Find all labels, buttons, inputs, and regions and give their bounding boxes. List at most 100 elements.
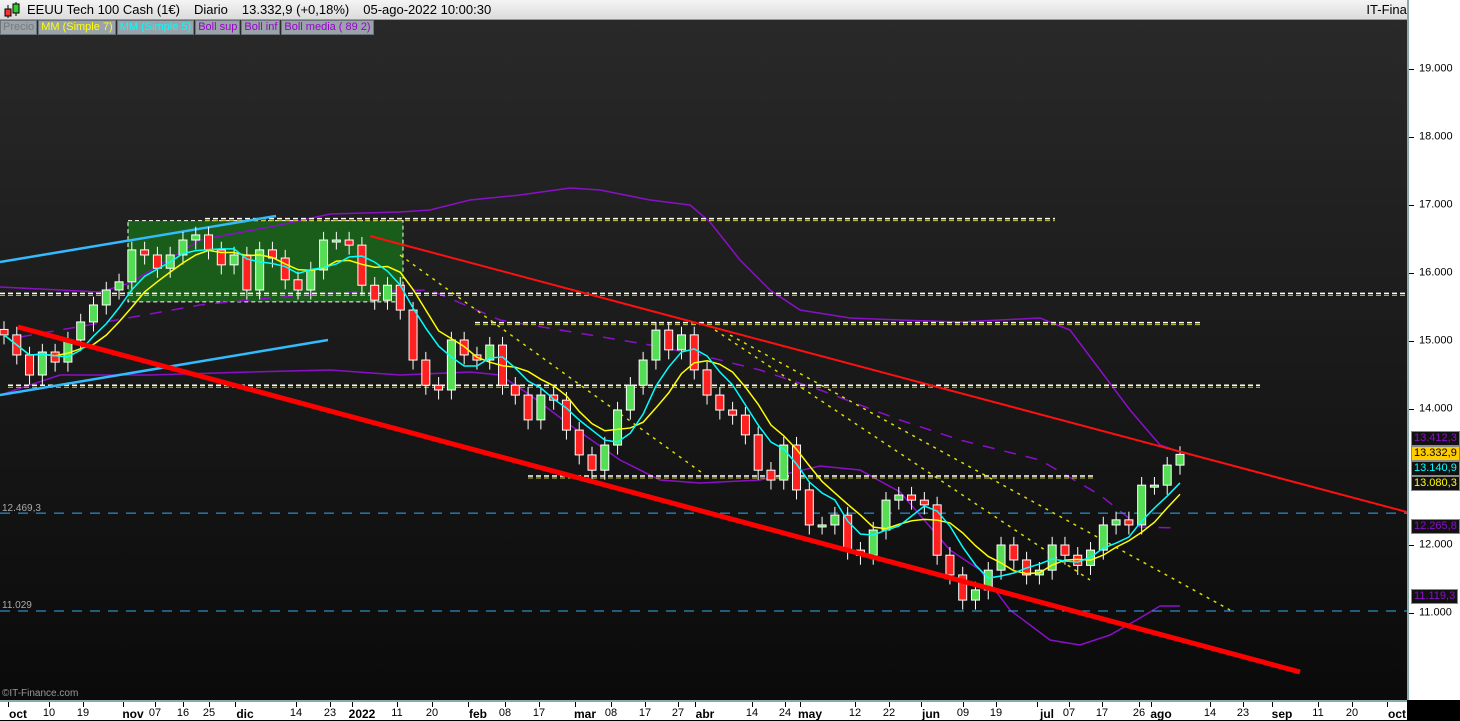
x-tick — [800, 702, 801, 707]
candle-down — [434, 384, 444, 391]
candle-down — [523, 394, 533, 421]
legend-item[interactable]: Precio — [0, 20, 38, 35]
x-tick — [155, 702, 156, 707]
candle-down — [728, 409, 738, 416]
candle-up — [1149, 484, 1159, 488]
x-tick-label: feb — [469, 707, 487, 721]
legend-item[interactable]: Boll inf — [241, 20, 281, 35]
candle-down — [702, 369, 712, 396]
candle-down — [958, 574, 968, 601]
x-tick — [752, 702, 753, 707]
x-tick — [1102, 702, 1103, 707]
candle-down — [293, 279, 303, 291]
candle-down — [549, 394, 559, 401]
candle-down — [370, 284, 380, 301]
last-price: 13.332,9 (+0,18%) — [241, 2, 350, 17]
legend-item[interactable]: MM (Simple 7) — [38, 20, 116, 35]
y-tick-label: 18.000 — [1419, 130, 1453, 143]
y-tick — [1409, 69, 1414, 70]
candle-up — [830, 514, 840, 526]
candle-up — [127, 249, 137, 283]
downtrend-channel-lower — [17, 324, 1301, 675]
candle-down — [561, 399, 571, 431]
tag-mm7: 13.080,3 — [1411, 476, 1460, 491]
y-tick-label: 12.000 — [1419, 538, 1453, 551]
candle-up — [996, 544, 1006, 571]
x-tick — [1139, 702, 1140, 707]
candle-up — [779, 444, 789, 481]
x-tick-label: 23 — [323, 707, 337, 719]
x-tick — [352, 702, 353, 707]
y-tick — [1409, 545, 1414, 546]
x-tick-label: 17 — [1095, 707, 1109, 719]
x-tick-label: 14 — [745, 707, 759, 719]
x-tick — [1318, 702, 1319, 707]
y-tick-label: 16.000 — [1419, 266, 1453, 279]
x-tick — [330, 702, 331, 707]
indicator-legend: Precio MM (Simple 7) MM (Simple 5) Boll sup… — [0, 20, 375, 35]
x-tick — [1151, 702, 1152, 707]
x-tick — [1387, 702, 1388, 707]
candle-up — [114, 281, 124, 291]
y-tick-label: 11.000 — [1419, 606, 1452, 619]
y-tick — [1409, 613, 1414, 614]
boll-sup-line — [0, 187, 1181, 453]
x-tick-label: 07 — [1062, 707, 1076, 719]
x-tick-label: 23 — [1236, 707, 1250, 719]
x-tick — [695, 702, 696, 707]
x-tick-label: 08 — [604, 707, 618, 719]
mm7-line — [3, 249, 1181, 575]
x-tick — [1210, 702, 1211, 707]
x-tick — [539, 702, 540, 707]
dotted-trend-line — [399, 254, 706, 476]
x-tick — [49, 702, 50, 707]
x-tick — [1069, 702, 1070, 707]
y-tick — [1409, 137, 1414, 138]
x-tick-label: 19 — [989, 707, 1003, 719]
dotted-trend-line — [714, 329, 1091, 581]
candle-down — [0, 328, 9, 336]
legend-item[interactable]: MM (Simple 5) — [116, 20, 195, 35]
x-tick-label: jul — [1040, 707, 1054, 721]
chart-plot-area: 12.469,3 11.029 ©IT-Finance.com — [0, 0, 1407, 700]
x-tick-label: may — [797, 707, 823, 721]
candle-down — [50, 351, 60, 363]
legend-item[interactable]: Boll sup — [195, 20, 241, 35]
candlestick-chart — [0, 187, 1407, 675]
x-tick — [468, 702, 469, 707]
x-tick — [645, 702, 646, 707]
x-tick-label: mar — [573, 707, 597, 721]
x-tick-label: 17 — [532, 707, 546, 719]
x-tick — [432, 702, 433, 707]
x-tick — [785, 702, 786, 707]
x-tick — [678, 702, 679, 707]
candle-down — [945, 554, 955, 576]
datetime: 05-ago-2022 10:00:30 — [363, 2, 492, 17]
legend-item[interactable]: Boll media ( 89 2) — [281, 20, 374, 35]
x-tick — [8, 702, 9, 707]
x-tick — [575, 702, 576, 707]
candle-up — [817, 524, 827, 528]
x-tick-label: 2022 — [348, 707, 376, 721]
mm5-line — [3, 248, 1181, 579]
x-tick — [1272, 702, 1273, 707]
x-tick-label: oct — [1388, 707, 1406, 721]
x-tick-label: 14 — [289, 707, 303, 719]
tag-boll-sup: 13.412,3 — [1411, 431, 1460, 446]
price-axis: 19.000 18.000 17.000 16.000 15.000 14.000 12.0… — [1407, 0, 1460, 700]
x-tick-label: ago — [1150, 707, 1172, 721]
candle-up — [178, 239, 188, 256]
x-tick — [397, 702, 398, 707]
candle-up — [1175, 453, 1185, 466]
candle-up — [1137, 484, 1147, 526]
candle-up — [625, 384, 635, 411]
candle-up — [331, 239, 341, 243]
instrument-title: EEUU Tech 100 Cash (1€) — [27, 2, 180, 17]
x-tick — [889, 702, 890, 707]
candle-down — [25, 354, 35, 376]
candle-up — [1047, 544, 1057, 571]
x-tick-label: 07 — [148, 707, 162, 719]
y-tick — [1409, 409, 1414, 410]
x-tick-label: 09 — [956, 707, 970, 719]
candle-up — [191, 234, 201, 241]
